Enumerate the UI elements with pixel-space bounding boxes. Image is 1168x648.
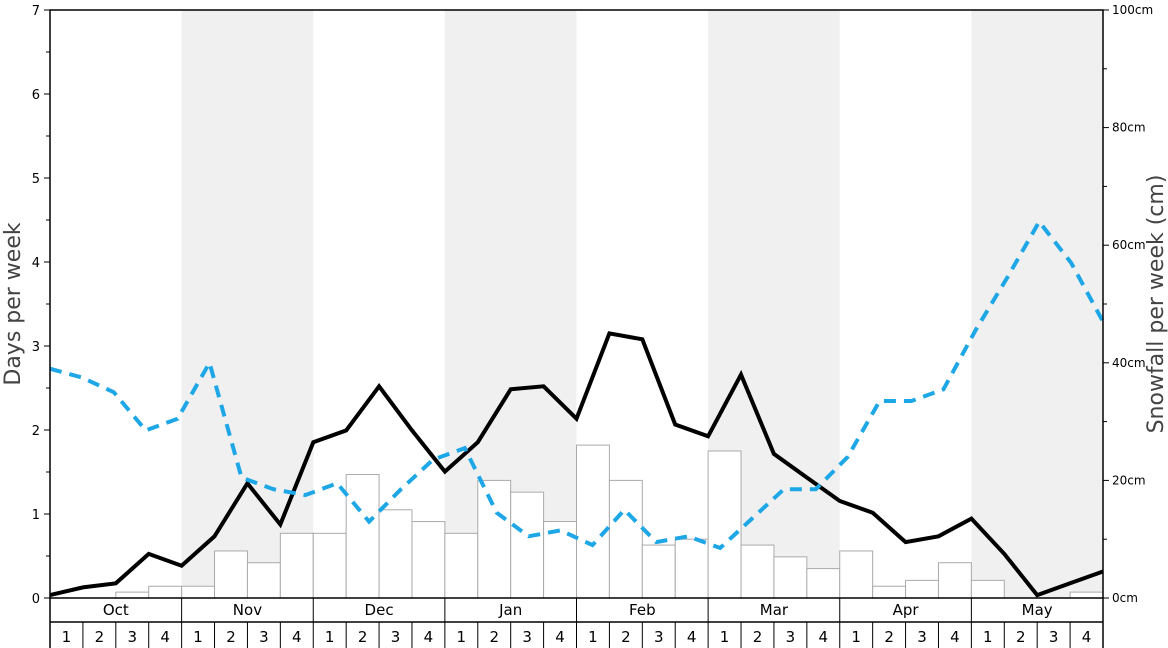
- dashed-line-series: [49, 218, 1105, 551]
- month-label: Jan: [498, 601, 522, 619]
- left-tick-label: 4: [32, 256, 40, 271]
- snowfall-bar: [674, 538, 709, 599]
- snowfall-bar: [411, 521, 446, 599]
- left-tick-label: 2: [32, 424, 40, 439]
- snowfall-bar: [970, 579, 1005, 599]
- left-axis-ticks: 0 1 2 3 4 5 6 7: [32, 4, 50, 607]
- week-label: 3: [1049, 628, 1059, 646]
- left-tick-label: 7: [32, 4, 40, 19]
- snowfall-bar: [576, 444, 610, 599]
- week-label: 1: [457, 628, 467, 646]
- snowfall-bar: [839, 550, 874, 599]
- week-label: 2: [1016, 628, 1026, 646]
- week-label: 4: [160, 628, 170, 646]
- week-label: 1: [720, 628, 730, 646]
- snowfall-bar: [608, 479, 643, 599]
- week-label: 3: [127, 628, 137, 646]
- week-label: 1: [193, 628, 203, 646]
- snowfall-bar: [1069, 591, 1104, 599]
- week-label: 3: [654, 628, 664, 646]
- left-tick-label: 0: [32, 592, 40, 607]
- month-shade: [181, 10, 314, 598]
- month-axis: Oct Nov Dec Jan Feb Mar Apr May: [49, 598, 1104, 648]
- week-label: 2: [358, 628, 368, 646]
- month-label: Oct: [103, 601, 129, 619]
- solid-line-series: [49, 331, 1104, 598]
- week-label: 2: [95, 628, 105, 646]
- week-label: 3: [259, 628, 269, 646]
- week-label: 4: [424, 628, 434, 646]
- month-shade: [971, 10, 1103, 598]
- week-label: 2: [753, 628, 763, 646]
- week-label: 4: [687, 628, 697, 646]
- snowfall-bar: [444, 532, 479, 599]
- snowfall-bar: [740, 544, 775, 599]
- week-label: 4: [555, 628, 565, 646]
- snowfall-bars: [115, 444, 1104, 599]
- left-tick-label: 6: [32, 88, 40, 103]
- week-label: 3: [917, 628, 927, 646]
- snowfall-bar: [641, 544, 676, 599]
- week-label: 2: [884, 628, 894, 646]
- snowfall-bar: [148, 585, 183, 599]
- week-label: 2: [489, 628, 499, 646]
- week-label: 4: [819, 628, 829, 646]
- week-label: 3: [786, 628, 796, 646]
- snowfall-bar: [707, 450, 742, 599]
- left-tick-label: 3: [32, 340, 40, 355]
- left-tick-label: 5: [32, 172, 40, 187]
- week-label: 1: [851, 628, 861, 646]
- month-shading: [181, 10, 1103, 598]
- right-tick-label: 80cm: [1112, 121, 1146, 135]
- week-label: 3: [522, 628, 532, 646]
- week-label: 1: [588, 628, 598, 646]
- month-label: Mar: [760, 601, 789, 619]
- snowfall-bar: [214, 550, 248, 599]
- week-label: 1: [62, 628, 72, 646]
- week-label: 3: [391, 628, 401, 646]
- dashed-series-line: [49, 218, 1105, 551]
- snowfall-bar: [806, 568, 841, 599]
- snowfall-bar: [115, 591, 150, 599]
- week-label: 4: [950, 628, 960, 646]
- week-label: 1: [983, 628, 993, 646]
- right-tick-label: 100cm: [1112, 3, 1153, 17]
- week-axis: 1 2 3 4 1 2 3 4 1 2 3 4 1 2 3 4 1 2 3 4 1 2 3 4 1 2 3 4 1 2 3 4: [62, 622, 1092, 648]
- right-tick-label: 20cm: [1112, 473, 1146, 487]
- snowfall-bar: [477, 479, 512, 599]
- week-label: 2: [621, 628, 631, 646]
- snowfall-bar: [246, 562, 281, 599]
- month-label: Dec: [365, 601, 394, 619]
- right-tick-label: 0cm: [1112, 591, 1138, 605]
- snowfall-bar: [510, 491, 545, 599]
- snowfall-bar: [872, 585, 907, 599]
- week-label: 2: [226, 628, 236, 646]
- snowfall-bar: [345, 474, 380, 599]
- snowfall-bar: [773, 556, 808, 599]
- solid-series-line: [49, 331, 1104, 598]
- snowfall-bar: [312, 532, 347, 599]
- snowfall-bar: [937, 562, 972, 599]
- week-label: 1: [325, 628, 335, 646]
- snowfall-bar: [181, 585, 216, 599]
- right-tick-label: 40cm: [1112, 356, 1146, 370]
- month-label: Nov: [233, 601, 262, 619]
- snowfall-bar: [279, 532, 314, 599]
- week-label: 4: [1082, 628, 1092, 646]
- snowfall-bar: [378, 509, 413, 599]
- left-tick-label: 1: [32, 508, 40, 523]
- right-axis-ticks: 0cm 20cm 40cm 60cm 80cm 100cm: [1103, 3, 1153, 605]
- month-label: Apr: [893, 601, 920, 619]
- month-label: May: [1022, 601, 1053, 619]
- right-tick-label: 60cm: [1112, 238, 1146, 252]
- week-label: 4: [292, 628, 302, 646]
- left-axis-title: Days per week: [1, 222, 26, 385]
- snowfall-bar: [905, 579, 939, 599]
- right-axis-title: Snowfall per week (cm): [1144, 175, 1168, 434]
- month-label: Feb: [629, 601, 656, 619]
